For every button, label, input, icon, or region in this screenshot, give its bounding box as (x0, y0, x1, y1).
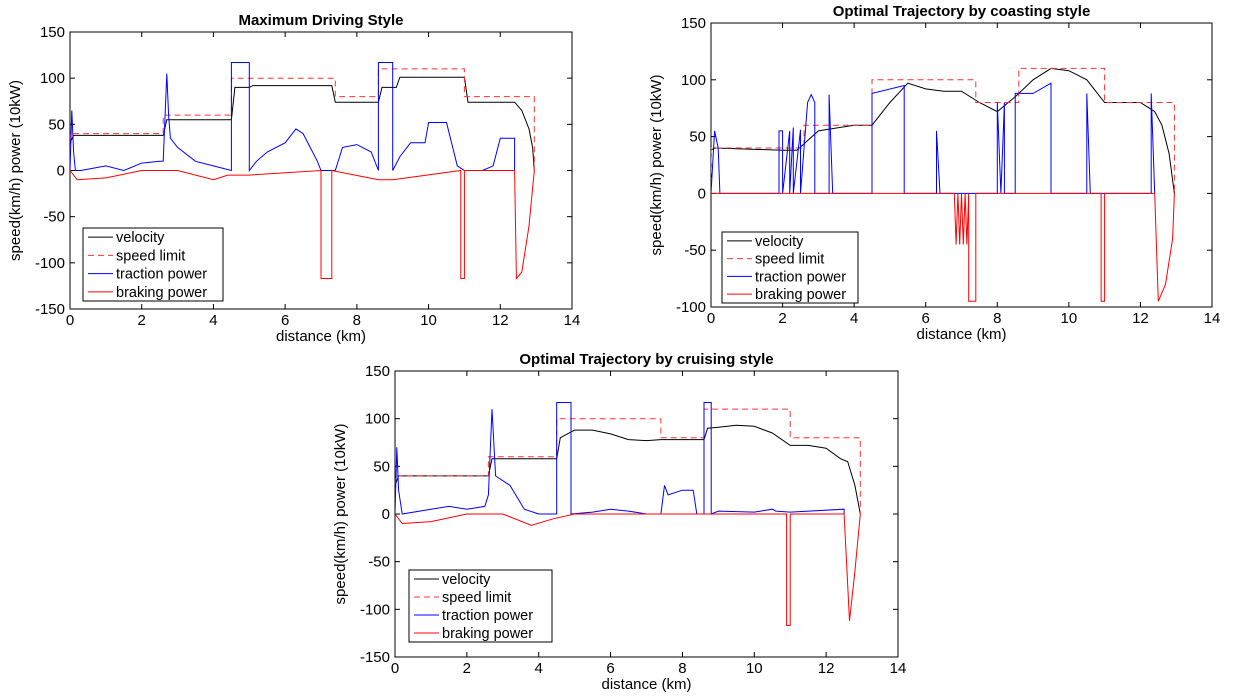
y-axis-label: speed(km/h) power (10kW) (7, 80, 24, 261)
y-tick-label: 50 (373, 458, 390, 475)
chart-coasting: 0 2 4 6 8 10 12 14 -100 -50 0 50 100 150 Optimal Traje… (648, 3, 1220, 343)
y-tick-label: -50 (684, 242, 706, 259)
x-tick-label: 4 (209, 312, 217, 329)
x-tick-label: 0 (707, 310, 715, 327)
x-tick-label: 10 (420, 312, 437, 329)
legend-box (82, 227, 224, 302)
legend: velocity speed limit traction power braking… (82, 227, 224, 302)
chart-cruising: 0 2 4 6 8 10 12 14 -150 -100 -50 0 50 100 150 Optimal T… (332, 351, 906, 693)
x-tick-label: 10 (746, 660, 763, 677)
x-axis-label: distance (km) (601, 676, 691, 693)
series-traction-power-line (70, 62, 516, 172)
y-tick-label: 150 (40, 24, 65, 41)
x-tick-label: 12 (492, 312, 509, 329)
legend-label-velocity: velocity (755, 234, 804, 250)
x-tick-label: 8 (353, 312, 361, 329)
y-tick-label: -100 (35, 255, 65, 272)
x-axis-label: distance (km) (276, 328, 366, 345)
y-tick-label: 0 (382, 506, 390, 523)
x-tick-label: 10 (1061, 310, 1078, 327)
series-speed-limit-line (395, 408, 861, 514)
series-braking-power-line (711, 192, 1175, 302)
series-speed-limit-line (70, 68, 535, 171)
legend-label-traction-power: traction power (755, 269, 846, 285)
x-tick-label: 8 (678, 660, 686, 677)
x-tick-label: 12 (1132, 310, 1149, 327)
legend-label-speed-limit: speed limit (755, 252, 824, 268)
y-tick-label: 100 (681, 72, 706, 89)
y-tick-label: -150 (35, 301, 65, 318)
chart-title: Optimal Trajectory by cruising style (519, 351, 773, 368)
y-tick-label: 50 (48, 116, 65, 133)
chart-title: Maximum Driving Style (238, 12, 403, 29)
y-tick-label: 150 (365, 363, 390, 380)
x-tick-label: 6 (606, 660, 614, 677)
x-tick-label: 8 (993, 310, 1001, 327)
chart-max-driving: 0 2 4 6 8 10 12 14 -150 -100 -50 0 50 100 150 Maximum D… (7, 12, 580, 345)
y-tick-label: 50 (689, 129, 706, 146)
x-tick-label: 4 (535, 660, 543, 677)
y-tick-label: -50 (368, 554, 390, 571)
x-tick-label: 6 (281, 312, 289, 329)
legend: velocity speed limit traction power braking… (408, 569, 553, 643)
legend-label-traction-power: traction power (116, 267, 207, 283)
x-tick-label: 14 (1204, 310, 1221, 327)
legend-label-speed-limit: speed limit (116, 248, 185, 264)
series-velocity-line (395, 424, 861, 515)
legend-label-braking-power: braking power (116, 285, 207, 301)
y-tick-label: 0 (57, 163, 65, 180)
x-axis-label: distance (km) (916, 326, 1006, 343)
legend-label-velocity: velocity (442, 572, 491, 588)
x-tick-label: 4 (850, 310, 858, 327)
x-tick-label: 0 (66, 312, 74, 329)
y-tick-label: 0 (698, 185, 706, 202)
x-tick-label: 2 (463, 660, 471, 677)
y-tick-label: -100 (676, 299, 706, 316)
legend-label-traction-power: traction power (442, 608, 533, 624)
x-tick-label: 14 (890, 660, 907, 677)
y-tick-label: 100 (365, 411, 390, 428)
y-tick-label: 150 (681, 15, 706, 32)
series-braking-power-line (70, 169, 535, 280)
legend-label-braking-power: braking power (442, 626, 533, 642)
x-tick-label: 12 (818, 660, 835, 677)
y-axis-label: speed(km/h) power (10kW) (332, 424, 349, 605)
y-axis-label: speed(km/h) power (10kW) (648, 75, 665, 256)
series-traction-power-line (395, 402, 845, 515)
y-tick-label: -150 (360, 649, 390, 666)
x-tick-label: 0 (391, 660, 399, 677)
legend-label-speed-limit: speed limit (442, 590, 511, 606)
series-braking-power-line (395, 513, 861, 626)
chart-title: Optimal Trajectory by coasting style (833, 3, 1091, 20)
y-tick-label: -100 (360, 601, 390, 618)
legend-label-velocity: velocity (116, 230, 165, 246)
y-tick-label: -50 (43, 209, 65, 226)
legend-label-braking-power: braking power (755, 287, 846, 303)
y-tick-label: 100 (40, 70, 65, 87)
x-tick-label: 14 (564, 312, 581, 329)
x-tick-label: 2 (778, 310, 786, 327)
series-traction-power-line (711, 82, 1156, 194)
legend-box (721, 231, 859, 304)
x-tick-label: 2 (138, 312, 146, 329)
x-tick-label: 6 (922, 310, 930, 327)
legend-box (408, 569, 553, 643)
